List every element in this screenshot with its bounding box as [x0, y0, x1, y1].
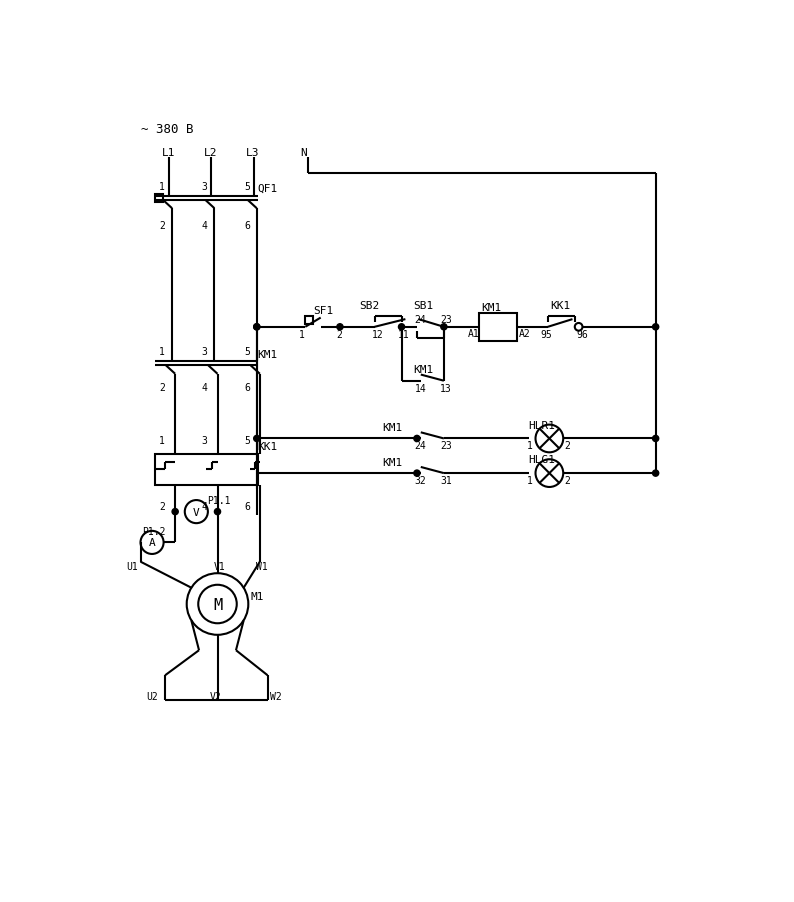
Text: 3: 3	[202, 436, 207, 446]
Text: N: N	[301, 148, 307, 158]
Text: A: A	[148, 538, 156, 548]
Text: 11: 11	[398, 329, 410, 339]
Text: 2: 2	[160, 502, 165, 511]
Text: 1: 1	[160, 436, 165, 446]
Text: M: M	[213, 597, 222, 612]
Text: V2: V2	[210, 692, 222, 702]
Text: 4: 4	[202, 221, 207, 231]
Text: 2: 2	[336, 329, 342, 339]
Circle shape	[414, 471, 420, 476]
Text: 2: 2	[565, 441, 571, 451]
Text: SB1: SB1	[413, 301, 434, 311]
Text: U2: U2	[146, 692, 158, 702]
Circle shape	[214, 509, 221, 515]
Circle shape	[337, 325, 343, 330]
Circle shape	[653, 436, 659, 442]
Bar	[479, 314, 517, 341]
Text: 6: 6	[244, 502, 250, 511]
Text: 4: 4	[202, 502, 207, 511]
Text: 4: 4	[202, 382, 207, 392]
Text: 1: 1	[160, 347, 165, 357]
Bar	[305, 317, 313, 325]
Text: SF1: SF1	[313, 306, 333, 316]
Text: 14: 14	[414, 383, 426, 393]
Text: 31: 31	[440, 475, 452, 485]
Text: 24: 24	[414, 315, 426, 325]
Text: KK1: KK1	[257, 442, 278, 452]
Text: KM1: KM1	[257, 349, 278, 359]
Text: QF1: QF1	[257, 184, 278, 194]
Circle shape	[441, 325, 447, 330]
Text: 1: 1	[527, 441, 533, 451]
Circle shape	[172, 509, 178, 515]
Text: V1: V1	[214, 561, 225, 571]
Text: SB2: SB2	[359, 301, 380, 311]
Text: 1: 1	[160, 181, 165, 192]
Text: W1: W1	[256, 561, 268, 571]
Text: 23: 23	[440, 441, 452, 451]
Text: KM1: KM1	[382, 422, 403, 432]
Text: L1: L1	[162, 148, 175, 158]
Text: 5: 5	[244, 181, 250, 192]
Text: 6: 6	[244, 221, 250, 231]
Text: 3: 3	[202, 347, 207, 357]
Text: 12: 12	[372, 329, 384, 339]
Text: 32: 32	[414, 475, 426, 485]
Text: KM1: KM1	[382, 457, 403, 467]
Text: 5: 5	[244, 436, 250, 446]
Text: U1: U1	[127, 561, 138, 571]
Text: 6: 6	[244, 382, 250, 392]
Text: 13: 13	[440, 383, 452, 393]
Text: 2: 2	[160, 382, 165, 392]
Circle shape	[254, 436, 260, 442]
Text: M1: M1	[251, 592, 264, 602]
Text: W2: W2	[270, 692, 282, 702]
Text: V: V	[193, 507, 200, 517]
Text: HLG1: HLG1	[529, 455, 556, 465]
Text: HLR1: HLR1	[529, 420, 556, 430]
Text: 1: 1	[527, 475, 533, 485]
Text: 3: 3	[202, 181, 207, 192]
Text: 95: 95	[540, 329, 552, 339]
Text: KM1: KM1	[481, 302, 501, 312]
Text: KK1: KK1	[550, 301, 570, 311]
Text: A2: A2	[518, 328, 530, 338]
Text: L3: L3	[246, 148, 260, 158]
Text: 23: 23	[440, 315, 452, 325]
Bar	[155, 195, 163, 203]
Text: P1.1: P1.1	[207, 495, 231, 505]
Text: 24: 24	[414, 441, 426, 451]
Circle shape	[414, 436, 420, 442]
Circle shape	[399, 325, 405, 330]
Text: 2: 2	[565, 475, 571, 485]
Circle shape	[254, 325, 260, 330]
Text: 5: 5	[244, 347, 250, 357]
Text: ~ 380 В: ~ 380 В	[141, 124, 194, 136]
Text: A1: A1	[468, 328, 480, 338]
Text: 2: 2	[160, 221, 165, 231]
Text: KM1: KM1	[413, 364, 434, 374]
Text: 1: 1	[299, 329, 305, 339]
Circle shape	[653, 325, 659, 330]
Text: L2: L2	[203, 148, 217, 158]
Text: P1.2: P1.2	[142, 526, 165, 537]
Bar	[155, 455, 257, 485]
Circle shape	[653, 471, 659, 476]
Circle shape	[254, 325, 260, 330]
Text: 96: 96	[576, 329, 588, 339]
